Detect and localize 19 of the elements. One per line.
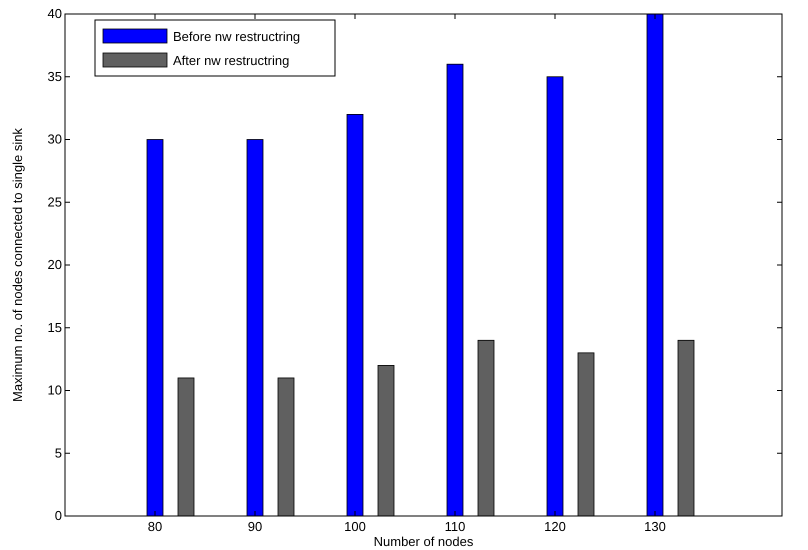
y-tick-label: 15 (48, 320, 62, 335)
y-tick-label: 25 (48, 194, 62, 210)
legend-label: After nw restructring (173, 53, 290, 68)
y-tick-label: 5 (54, 445, 62, 460)
y-tick-label: 10 (48, 382, 62, 398)
x-tick-label: 80 (148, 519, 162, 534)
x-tick-label: 110 (444, 519, 466, 534)
legend-label: Before nw restructring (173, 29, 300, 44)
y-axis-title: Maximum no. of nodes connected to single sink (10, 128, 25, 402)
y-tick-label: 35 (48, 68, 62, 84)
x-tick-label: 120 (544, 519, 566, 534)
y-tick-label: 30 (48, 132, 62, 147)
x-tick-label: 130 (644, 519, 666, 534)
y-tick-label: 0 (54, 508, 62, 524)
x-tick-label: 90 (248, 519, 262, 534)
x-axis-title: Number of nodes (374, 534, 474, 549)
y-tick-label: 40 (48, 6, 62, 22)
x-tick-label: 100 (344, 519, 366, 534)
y-tick-label: 20 (48, 257, 62, 272)
